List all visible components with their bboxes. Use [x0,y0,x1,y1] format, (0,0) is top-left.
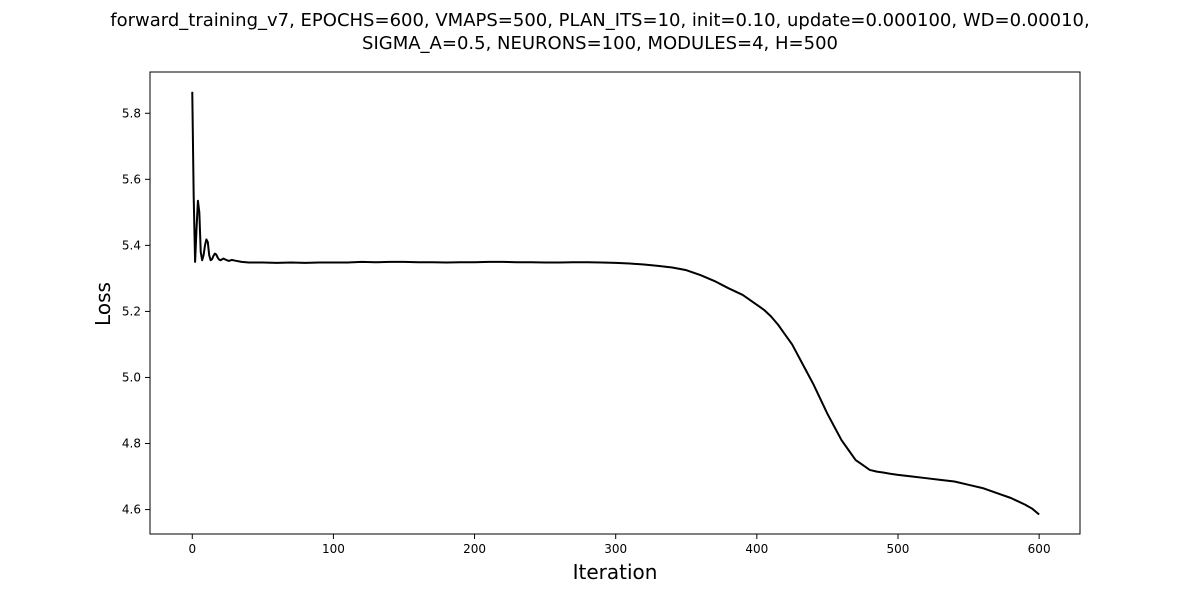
y-tick-label: 5.0 [122,370,141,384]
chart-title-line-1: forward_training_v7, EPOCHS=600, VMAPS=5… [110,10,1090,31]
plot-area [149,71,1081,535]
x-tick-label: 100 [322,542,345,556]
y-tick-label: 5.2 [122,304,141,318]
chart-title-line-2: SIGMA_A=0.5, NEURONS=100, MODULES=4, H=5… [362,33,838,54]
y-tick-label: 4.8 [122,437,141,451]
x-tick-label: 400 [745,542,768,556]
y-axis-ticks: 4.6 4.8 5.0 5.2 5.4 5.6 5.8 [122,106,150,517]
plot-frame [149,71,1081,535]
y-tick-label: 5.6 [122,172,141,186]
x-tick-label: 0 [188,542,196,556]
y-tick-label: 4.6 [122,503,141,517]
x-axis-ticks: 0 100 200 300 400 500 600 [188,534,1051,556]
loss-series-line [191,91,1040,516]
x-axis-label: Iteration [573,560,658,584]
x-tick-label: 600 [1028,542,1051,556]
x-tick-label: 500 [887,542,910,556]
y-axis-label: Loss [91,282,115,326]
x-tick-label: 200 [463,542,486,556]
y-tick-label: 5.4 [122,238,141,252]
x-tick-label: 300 [604,542,627,556]
y-tick-label: 5.8 [122,106,141,120]
